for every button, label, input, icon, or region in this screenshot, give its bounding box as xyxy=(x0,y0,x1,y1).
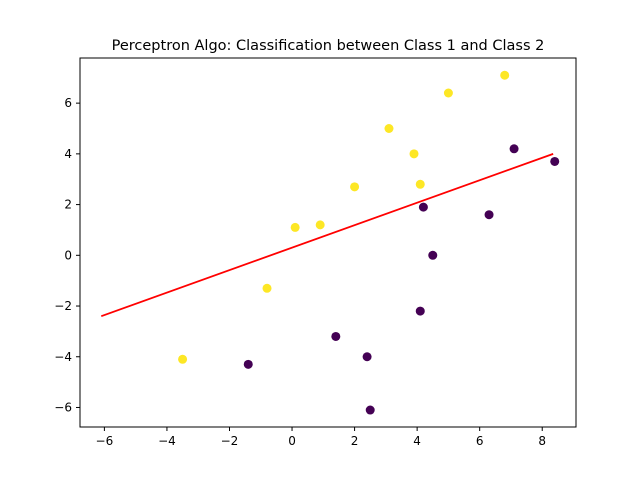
chart-title: Perceptron Algo: Classification between … xyxy=(112,38,545,54)
scatter-point xyxy=(262,283,272,293)
x-tick-label: 6 xyxy=(476,434,484,448)
scatter-point xyxy=(550,156,560,166)
y-tick-label: 6 xyxy=(64,96,72,110)
decision-boundary-line xyxy=(100,153,554,318)
x-tick-label: 0 xyxy=(288,434,296,448)
scatter-point xyxy=(418,202,428,212)
scatter-point xyxy=(415,179,425,189)
x-tick-label: −4 xyxy=(158,434,176,448)
x-tick-label: −6 xyxy=(96,434,114,448)
y-tick-label: 4 xyxy=(64,147,72,161)
scatter-point xyxy=(409,149,419,159)
scatter-point xyxy=(500,70,510,80)
y-tick-label: −6 xyxy=(54,400,72,414)
x-tick-label: 2 xyxy=(351,434,359,448)
scatter-point xyxy=(315,220,325,230)
scatter-point xyxy=(384,124,394,134)
scatter-point xyxy=(428,250,438,260)
scatter-point xyxy=(484,210,494,220)
x-tick-label: 8 xyxy=(538,434,546,448)
y-tick-label: 0 xyxy=(64,248,72,262)
scatter-point xyxy=(290,222,300,232)
scatter-point xyxy=(243,359,253,369)
x-tick-label: −2 xyxy=(221,434,239,448)
y-tick-label: 2 xyxy=(64,198,72,212)
scatter-point xyxy=(178,354,188,364)
axes-frame xyxy=(79,57,577,428)
scatter-point xyxy=(443,88,453,98)
scatter-point xyxy=(509,144,519,154)
y-tick-label: −4 xyxy=(54,350,72,364)
scatter-point xyxy=(331,331,341,341)
plot-area: −6 −4 −2 0 2 4 6 8 −6 −4 −2 0 2 4 6 xyxy=(54,70,560,448)
y-tick-label: −2 xyxy=(54,299,72,313)
scatter-point xyxy=(365,405,375,415)
scatter-point xyxy=(415,306,425,316)
scatter-point xyxy=(350,182,360,192)
x-tick-label: 4 xyxy=(413,434,421,448)
scatter-point xyxy=(362,352,372,362)
